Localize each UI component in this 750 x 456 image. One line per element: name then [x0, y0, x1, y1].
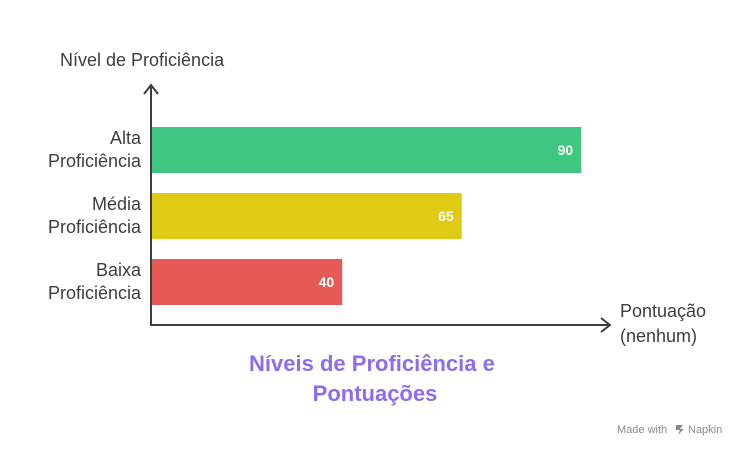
x-axis-title: Pontuação (nenhum): [620, 301, 711, 346]
footer-watermark: Made with Napkin: [617, 424, 722, 436]
bars: 90 Alta Proficiência 65 Média Proficiência 40 B…: [48, 127, 582, 305]
x-axis-arrow-icon: [600, 317, 612, 333]
bar-0: [151, 127, 582, 173]
x-axis-title-line-1: Pontuação: [620, 301, 706, 321]
category-label-2: Baixa Proficiência: [48, 260, 142, 303]
chart-title: Níveis de Proficiência e Pontuações: [249, 351, 501, 406]
category-label-2-line-1: Proficiência: [48, 283, 142, 303]
chart-title-line-1: Níveis de Proficiência e: [249, 351, 495, 376]
bar-value-label-2: 40: [319, 274, 335, 290]
category-label-1-line-1: Proficiência: [48, 217, 142, 237]
x-axis-title-line-2: (nenhum): [620, 326, 697, 346]
chart-title-line-2: Pontuações: [313, 381, 438, 406]
bar-2: [151, 259, 343, 305]
bar-value-label-1: 65: [438, 208, 454, 224]
y-axis-title: Nível de Proficiência: [60, 50, 225, 70]
napkin-logo-icon: [676, 425, 684, 435]
category-label-0: Alta Proficiência: [48, 128, 142, 171]
category-label-1: Média Proficiência: [48, 194, 142, 237]
category-label-2-line-0: Baixa: [96, 260, 142, 280]
bar-1: [151, 193, 462, 239]
footer-brand: Napkin: [688, 424, 722, 436]
y-axis-arrow-icon: [143, 83, 159, 95]
axes: [143, 83, 612, 333]
category-label-0-line-1: Proficiência: [48, 151, 142, 171]
category-label-0-line-0: Alta: [110, 128, 142, 148]
category-label-1-line-0: Média: [92, 194, 142, 214]
footer-made-with: Made with: [617, 424, 667, 436]
bar-value-label-0: 90: [558, 142, 574, 158]
